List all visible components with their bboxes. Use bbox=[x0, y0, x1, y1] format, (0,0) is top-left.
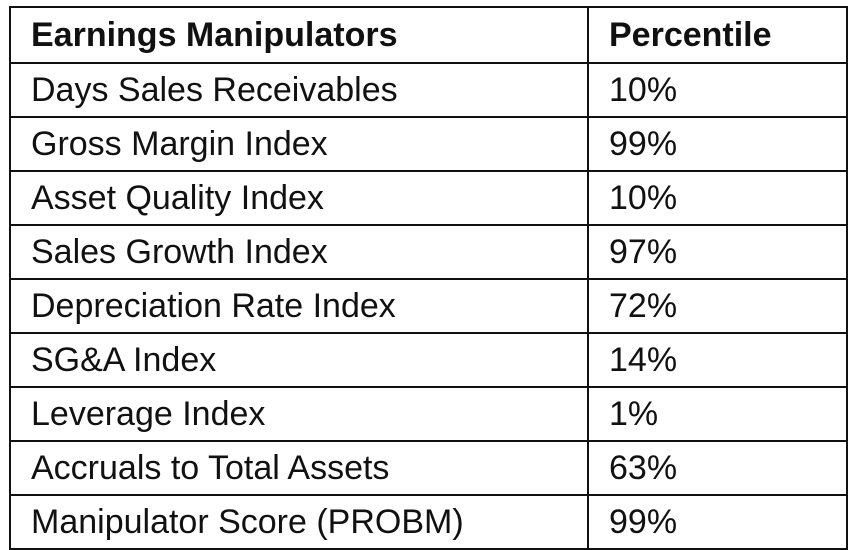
table-row: Manipulator Score (PROBM) 99% bbox=[9, 494, 848, 550]
table-row: Leverage Index 1% bbox=[9, 386, 848, 442]
column-header-metric: Earnings Manipulators bbox=[9, 6, 589, 64]
table-header-row: Earnings Manipulators Percentile bbox=[9, 6, 848, 64]
metric-cell: Sales Growth Index bbox=[9, 224, 589, 280]
percentile-cell: 99% bbox=[587, 116, 848, 172]
table-row: Accruals to Total Assets 63% bbox=[9, 440, 848, 496]
metric-cell: SG&A Index bbox=[9, 332, 589, 388]
column-header-percentile: Percentile bbox=[587, 6, 848, 64]
metric-cell: Days Sales Receivables bbox=[9, 62, 589, 118]
percentile-cell: 72% bbox=[587, 278, 848, 334]
table-row: Asset Quality Index 10% bbox=[9, 170, 848, 226]
table-row: Days Sales Receivables 10% bbox=[9, 62, 848, 118]
metric-cell: Leverage Index bbox=[9, 386, 589, 442]
earnings-manipulators-table-container: Earnings Manipulators Percentile Days Sa… bbox=[9, 6, 848, 550]
metric-cell: Gross Margin Index bbox=[9, 116, 589, 172]
earnings-manipulators-table: Earnings Manipulators Percentile Days Sa… bbox=[9, 6, 848, 550]
metric-cell: Depreciation Rate Index bbox=[9, 278, 589, 334]
percentile-cell: 1% bbox=[587, 386, 848, 442]
table-row: Gross Margin Index 99% bbox=[9, 116, 848, 172]
percentile-cell: 99% bbox=[587, 494, 848, 550]
percentile-cell: 63% bbox=[587, 440, 848, 496]
table-row: Depreciation Rate Index 72% bbox=[9, 278, 848, 334]
percentile-cell: 10% bbox=[587, 62, 848, 118]
table-row: SG&A Index 14% bbox=[9, 332, 848, 388]
percentile-cell: 10% bbox=[587, 170, 848, 226]
metric-cell: Asset Quality Index bbox=[9, 170, 589, 226]
table-row: Sales Growth Index 97% bbox=[9, 224, 848, 280]
percentile-cell: 14% bbox=[587, 332, 848, 388]
percentile-cell: 97% bbox=[587, 224, 848, 280]
metric-cell: Manipulator Score (PROBM) bbox=[9, 494, 589, 550]
metric-cell: Accruals to Total Assets bbox=[9, 440, 589, 496]
